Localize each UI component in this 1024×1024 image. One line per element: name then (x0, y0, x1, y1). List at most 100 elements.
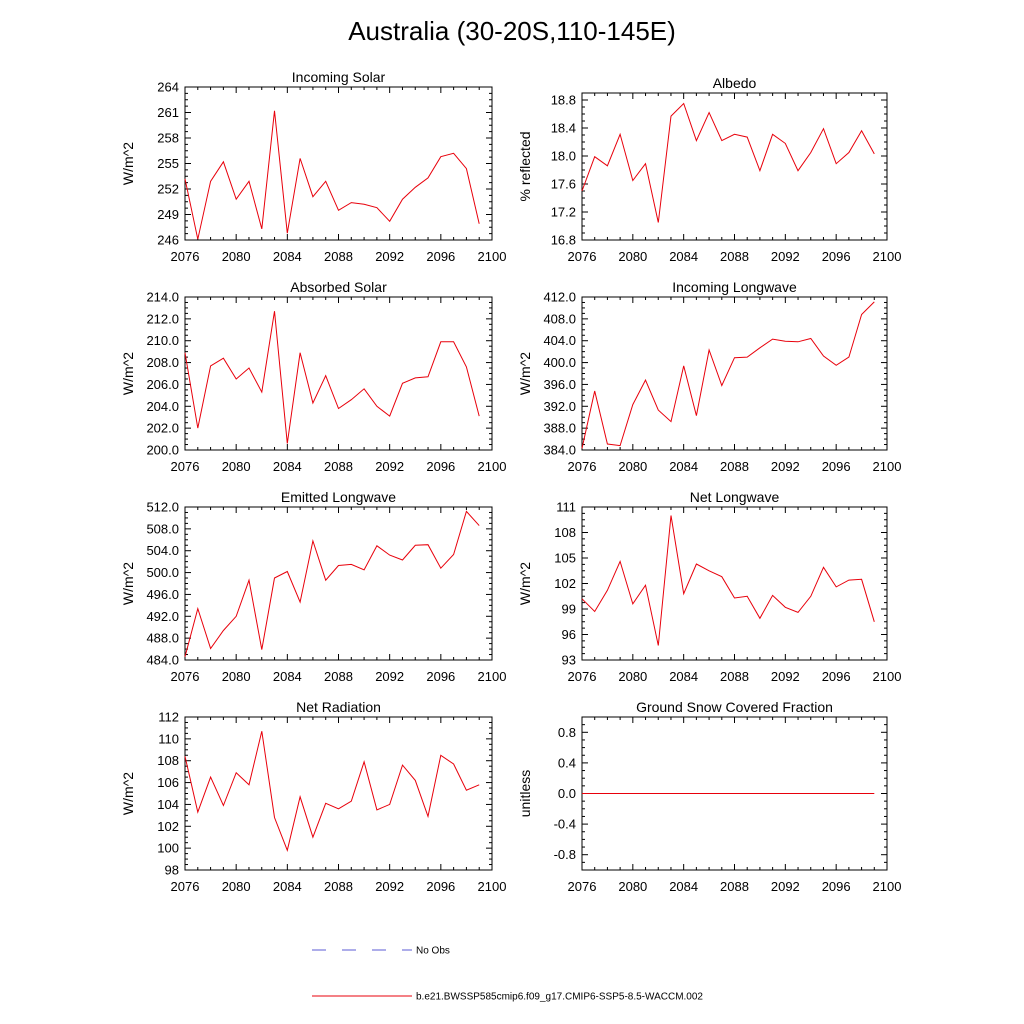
x-tick-label: 2100 (478, 459, 507, 474)
y-tick-label: 0.8 (558, 725, 576, 740)
y-tick-label: 0.4 (558, 755, 576, 770)
panel-8: Ground Snow Covered Fraction unitless 2076… (517, 699, 901, 894)
y-tick-label: 488.0 (146, 631, 179, 646)
x-tick-label: 2100 (873, 669, 902, 684)
x-tick-label: 2080 (222, 249, 251, 264)
x-tick-label: 2100 (478, 249, 507, 264)
plot-frame (184, 716, 493, 871)
y-tick-label: 0.0 (558, 786, 576, 801)
x-tick-label: 2076 (171, 249, 200, 264)
y-tick-label: 18.4 (551, 121, 576, 136)
plot-frame (581, 506, 888, 661)
x-tick-label: 2088 (324, 459, 353, 474)
panel-3: Absorbed Solar W/m^2 2076 2080 2084 2088 2092 2… (120, 279, 506, 474)
series-line (184, 311, 480, 444)
y-tick-label: 99 (562, 602, 576, 617)
y-tick-label: 249 (157, 207, 179, 222)
panel-title: Incoming Longwave (672, 279, 797, 295)
panel-title: Net Radiation (296, 699, 381, 715)
y-tick-label: 512.0 (146, 500, 179, 515)
panel-title: Albedo (713, 75, 757, 91)
x-tick-label: 2092 (375, 879, 404, 894)
panel-6: Net Longwave W/m^2 2076 2080 2084 2088 2092 209… (517, 489, 901, 684)
x-tick-label: 2088 (720, 669, 749, 684)
x-tick-label: 2096 (822, 879, 851, 894)
x-tick-label: 2088 (324, 669, 353, 684)
panel-title: Absorbed Solar (290, 279, 387, 295)
x-tick-label: 2100 (873, 879, 902, 894)
x-tick-label: 2096 (426, 879, 455, 894)
x-tick-label: 2096 (822, 249, 851, 264)
y-tick-label: 258 (157, 131, 179, 146)
y-tick-label: 484.0 (146, 653, 179, 668)
plot-frame (581, 92, 888, 241)
y-tick-label: 96 (562, 627, 576, 642)
y-tick-label: 264 (157, 80, 179, 95)
plot-frame (184, 296, 493, 451)
panel-title: Ground Snow Covered Fraction (636, 699, 833, 715)
y-tick-label: 255 (157, 156, 179, 171)
y-tick-label: 17.2 (551, 205, 576, 220)
plot-frame (184, 506, 493, 661)
series-line (581, 301, 875, 449)
x-tick-label: 2096 (822, 459, 851, 474)
series-line (184, 510, 480, 657)
y-tick-label: 492.0 (146, 609, 179, 624)
y-tick-label: -0.4 (554, 817, 576, 832)
y-tick-label: 17.6 (551, 177, 576, 192)
y-tick-label: 93 (562, 653, 576, 668)
panel-title: Net Longwave (690, 489, 780, 505)
y-tick-label: 396.0 (543, 377, 576, 392)
x-tick-label: 2076 (171, 669, 200, 684)
y-tick-label: 412.0 (543, 290, 576, 305)
y-axis-label: W/m^2 (120, 142, 136, 185)
y-tick-label: 508.0 (146, 521, 179, 536)
x-tick-label: 2080 (618, 459, 647, 474)
x-tick-label: 2092 (771, 249, 800, 264)
x-tick-label: 2092 (771, 459, 800, 474)
x-tick-label: 2088 (324, 249, 353, 264)
y-axis-label: W/m^2 (120, 772, 136, 815)
y-tick-label: 261 (157, 105, 179, 120)
x-tick-label: 2080 (618, 249, 647, 264)
x-tick-label: 2092 (375, 249, 404, 264)
y-tick-label: 18.8 (551, 93, 576, 108)
y-axis-label: unitless (517, 770, 533, 817)
x-tick-label: 2088 (720, 249, 749, 264)
y-tick-label: 204.0 (146, 399, 179, 414)
y-tick-label: 252 (157, 182, 179, 197)
x-tick-label: 2100 (478, 669, 507, 684)
panel-title: Incoming Solar (292, 69, 386, 85)
y-tick-label: 214.0 (146, 290, 179, 305)
x-tick-label: 2084 (273, 879, 302, 894)
y-tick-label: 206.0 (146, 377, 179, 392)
y-tick-label: 408.0 (543, 311, 576, 326)
legend: No Obs b.e21.BWSSP585cmip6.f09_g17.CMIP6… (312, 946, 703, 1003)
y-tick-label: 404.0 (543, 333, 576, 348)
y-tick-label: 105 (554, 551, 576, 566)
x-tick-label: 2076 (171, 459, 200, 474)
x-tick-label: 2100 (873, 459, 902, 474)
x-tick-label: 2088 (720, 879, 749, 894)
x-tick-label: 2084 (273, 459, 302, 474)
panel-title: Emitted Longwave (281, 489, 396, 505)
panel-4: Incoming Longwave W/m^2 2076 2080 2084 2088 20… (517, 279, 901, 474)
x-tick-label: 2084 (669, 879, 698, 894)
y-tick-label: 400.0 (543, 355, 576, 370)
x-tick-label: 2076 (568, 459, 597, 474)
legend-obs-label: No Obs (416, 946, 450, 957)
y-axis-label: W/m^2 (517, 562, 533, 605)
x-tick-label: 2100 (478, 879, 507, 894)
y-axis-label: W/m^2 (120, 352, 136, 395)
x-tick-label: 2084 (273, 249, 302, 264)
panel-2: Albedo % reflected 2076 2080 2084 2088 2092 209… (517, 75, 901, 264)
y-tick-label: 104 (157, 797, 179, 812)
x-tick-label: 2080 (222, 459, 251, 474)
panels-group: Incoming Solar W/m^2 2076 2080 2084 2088 2092 2… (120, 69, 901, 894)
x-tick-label: 2076 (568, 249, 597, 264)
panel-5: Emitted Longwave W/m^2 2076 2080 2084 2088 209… (120, 489, 506, 684)
x-tick-label: 2084 (669, 669, 698, 684)
x-tick-label: 2080 (618, 669, 647, 684)
x-tick-label: 2096 (426, 669, 455, 684)
figure-title: Australia (30-20S,110-145E) (348, 16, 676, 46)
